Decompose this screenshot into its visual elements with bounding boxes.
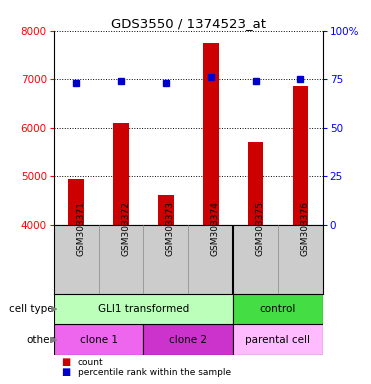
- Bar: [158, 195, 174, 225]
- Text: cell type: cell type: [9, 304, 54, 314]
- Bar: [54, 324, 144, 355]
- Text: GSM303375: GSM303375: [256, 200, 265, 256]
- Text: GLI1 transformed: GLI1 transformed: [98, 304, 189, 314]
- Text: GSM303374: GSM303374: [211, 201, 220, 255]
- Text: clone 1: clone 1: [80, 335, 118, 345]
- Text: GSM303373: GSM303373: [166, 200, 175, 256]
- Text: GSM303371: GSM303371: [76, 200, 85, 256]
- Text: GSM303376: GSM303376: [301, 200, 309, 256]
- Text: count: count: [78, 358, 104, 367]
- Text: ■: ■: [61, 367, 70, 377]
- Bar: [113, 123, 129, 225]
- Text: parental cell: parental cell: [246, 335, 311, 345]
- Text: GSM303372: GSM303372: [121, 201, 130, 255]
- Text: clone 2: clone 2: [169, 335, 207, 345]
- Title: GDS3550 / 1374523_at: GDS3550 / 1374523_at: [111, 17, 266, 30]
- Bar: [292, 86, 308, 225]
- Bar: [144, 324, 233, 355]
- Bar: [68, 179, 84, 225]
- Text: control: control: [260, 304, 296, 314]
- Bar: [248, 142, 263, 225]
- Text: percentile rank within the sample: percentile rank within the sample: [78, 368, 231, 377]
- Text: ■: ■: [61, 357, 70, 367]
- Bar: [233, 294, 323, 324]
- Bar: [203, 43, 219, 225]
- Bar: [54, 294, 233, 324]
- Text: other: other: [26, 335, 54, 345]
- Bar: [233, 324, 323, 355]
